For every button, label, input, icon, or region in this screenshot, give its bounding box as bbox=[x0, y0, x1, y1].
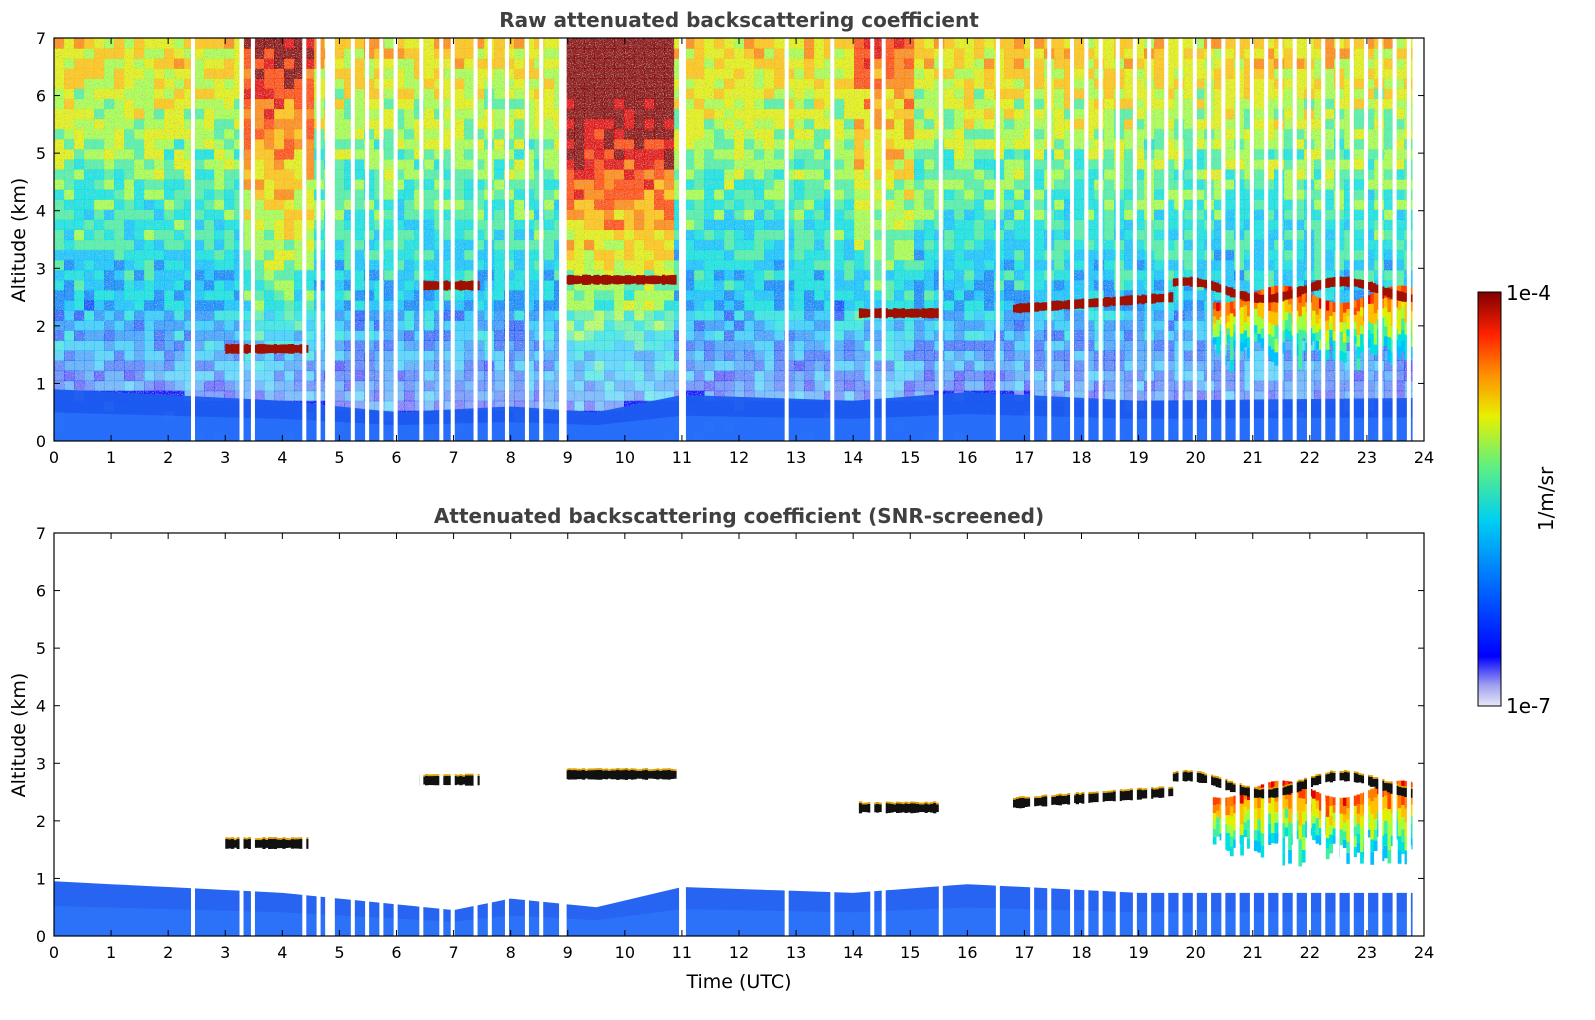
heatmap-cells bbox=[54, 38, 1424, 441]
heatmap-area bbox=[54, 38, 1424, 441]
raw-backscatter-panel: Raw attenuated backscattering coefficien… bbox=[8, 8, 1434, 467]
panel-title: Raw attenuated backscattering coefficien… bbox=[499, 8, 979, 32]
